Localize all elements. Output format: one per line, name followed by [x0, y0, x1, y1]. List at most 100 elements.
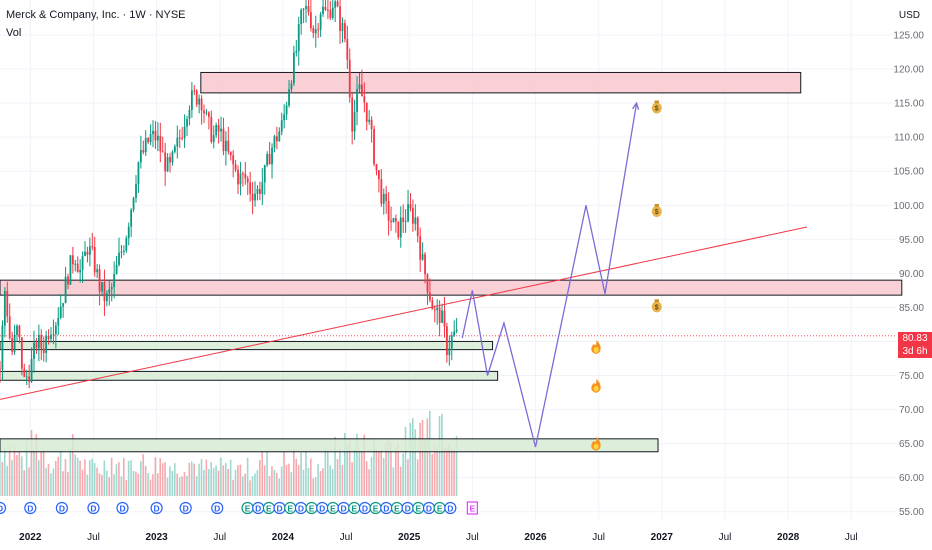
volume-bar	[76, 457, 79, 496]
volume-bar	[52, 468, 55, 496]
volume-bar	[446, 448, 448, 496]
candle-body	[431, 300, 434, 310]
volume-bar	[443, 446, 446, 496]
candle-body	[105, 293, 108, 302]
candle-body	[227, 140, 230, 152]
candle-body	[241, 173, 244, 175]
candle-body	[324, 6, 327, 10]
candle-body	[353, 111, 356, 132]
volume-bar	[288, 463, 290, 496]
money-bag-body	[651, 301, 662, 313]
volume-bar	[127, 460, 130, 496]
candle-body	[339, 6, 341, 31]
volume-bar	[305, 451, 307, 496]
dividend-marker: D	[116, 501, 129, 515]
candle-body	[254, 193, 256, 201]
dividend-marker: D	[87, 501, 100, 515]
volume-bar	[47, 463, 50, 496]
dividend-marker: D	[294, 501, 308, 515]
candle-body	[0, 368, 1, 370]
volume-bar	[334, 436, 336, 496]
volume-bar	[147, 473, 149, 496]
volume-bar	[227, 468, 230, 496]
candle-body	[222, 128, 225, 152]
volume-bar	[375, 449, 378, 496]
dividend-marker: D	[358, 501, 372, 515]
dividend-marker-label: D	[154, 503, 160, 513]
candle-body	[397, 221, 400, 238]
volume-bar	[93, 462, 96, 496]
candle-body	[113, 273, 116, 288]
candle-body	[217, 125, 220, 132]
volume-bar	[419, 422, 421, 496]
candle-body	[35, 342, 38, 349]
candle-body	[176, 137, 179, 147]
volume-bar	[137, 473, 140, 496]
volume-bar	[346, 444, 349, 496]
candle-body	[455, 329, 458, 332]
volume-bar	[37, 460, 40, 496]
candle-body	[67, 276, 69, 285]
volume-bar	[186, 475, 188, 496]
candle-body	[322, 6, 324, 15]
price-tick-label: 85.00	[899, 303, 924, 314]
candle-body	[302, 8, 305, 10]
volume-bar	[130, 460, 132, 496]
bar-countdown: 3d 6h	[902, 346, 928, 357]
candle-body	[305, 6, 307, 9]
volume-bar	[273, 469, 276, 496]
candle-body	[317, 29, 320, 31]
candle-body	[319, 14, 322, 30]
dividend-marker: D	[422, 501, 436, 515]
candle-body	[424, 254, 426, 275]
candle-body	[297, 24, 300, 51]
candle-body	[137, 162, 140, 184]
volume-bar	[149, 479, 152, 496]
candle-body	[273, 136, 276, 148]
candle-body	[59, 306, 62, 318]
volume-bar	[35, 433, 38, 496]
volume-bar	[195, 476, 198, 496]
symbol-title[interactable]: Merck & Company, Inc. · 1W · NYSE	[6, 9, 186, 21]
volume-bar	[280, 466, 283, 496]
price-tick-label: 100.00	[893, 201, 924, 212]
candle-body	[399, 217, 402, 238]
volume-bar	[322, 468, 324, 496]
volume-bar	[103, 460, 106, 496]
volume-bar	[271, 466, 273, 496]
projection-path	[461, 101, 640, 448]
volume-bar	[8, 445, 11, 496]
volume-bar	[256, 470, 259, 496]
volume-bar	[387, 439, 390, 496]
candle-body	[348, 59, 351, 98]
volume-bar	[251, 476, 254, 496]
money-bag-icon: $	[651, 204, 662, 218]
candle-body	[47, 335, 50, 339]
earnings-marker: E	[433, 501, 446, 515]
candle-body	[20, 337, 23, 369]
candle-body	[314, 29, 317, 34]
volume-bar	[385, 441, 387, 496]
dividend-marker-label: D	[255, 503, 261, 513]
candle-body	[149, 134, 152, 143]
candle-body	[232, 155, 235, 165]
candle-body	[142, 150, 145, 153]
dividend-marker: D	[273, 501, 286, 515]
candle-body	[74, 263, 77, 265]
earnings-marker-label: E	[245, 503, 251, 513]
volume-bar	[108, 477, 110, 496]
candle-body	[181, 137, 184, 139]
candle-body	[426, 274, 429, 293]
volume-label[interactable]: Vol	[6, 27, 22, 39]
earnings-marker-label: E	[351, 503, 357, 513]
volume-bar	[222, 465, 225, 496]
dividend-marker-ring	[211, 501, 224, 515]
volume-bar	[448, 444, 451, 496]
volume-bar	[113, 474, 115, 496]
volume-bar	[33, 449, 35, 496]
price-tick-label: 110.00	[894, 133, 924, 144]
candle-body	[446, 326, 448, 355]
candle-body	[156, 135, 159, 141]
candle-body	[215, 125, 218, 136]
